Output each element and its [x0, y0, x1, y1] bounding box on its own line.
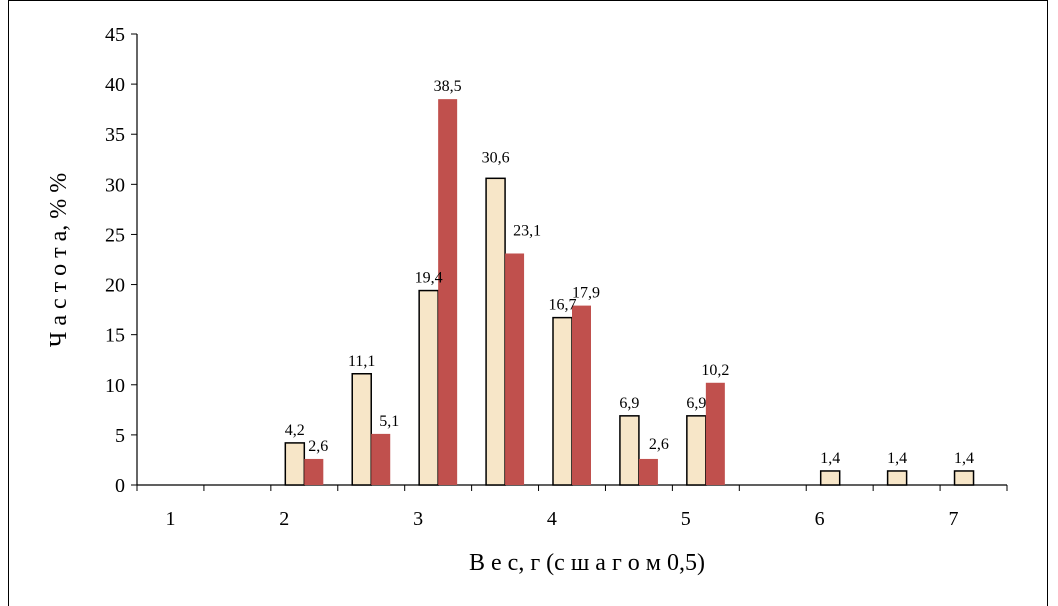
bar	[572, 305, 591, 485]
y-tick-label: 25	[105, 224, 125, 246]
y-tick-label: 15	[105, 325, 125, 347]
data-label: 19,4	[415, 270, 443, 287]
y-tick-label: 40	[105, 74, 125, 96]
y-tick-label: 45	[105, 24, 125, 46]
bar	[819, 470, 841, 486]
chart-frame	[8, 0, 1048, 606]
data-label: 30,6	[482, 149, 510, 166]
bar	[304, 458, 324, 485]
y-tick-label: 10	[105, 375, 125, 397]
bar	[351, 373, 372, 486]
bar	[418, 289, 439, 486]
y-tick-label: 30	[105, 174, 125, 196]
bar	[371, 433, 391, 485]
y-axis-label: Ч а с т о т а, % %	[46, 173, 72, 348]
bar	[686, 415, 707, 486]
bar	[705, 382, 725, 485]
data-label: 1,4	[887, 450, 907, 467]
y-tick-label: 20	[105, 275, 125, 297]
data-label: 1,4	[820, 450, 840, 467]
data-label: 11,1	[348, 353, 375, 370]
bar	[552, 316, 573, 486]
x-tick-label: 7	[948, 508, 958, 530]
x-tick-label: 3	[413, 508, 423, 530]
data-label: 16,7	[549, 297, 577, 314]
x-tick-label: 2	[279, 508, 289, 530]
data-label: 17,9	[572, 285, 600, 302]
data-label: 38,5	[434, 78, 462, 95]
data-label: 6,9	[686, 395, 706, 412]
bar	[619, 415, 640, 486]
bar	[438, 99, 458, 486]
y-tick-label: 35	[105, 124, 125, 146]
data-label: 2,6	[308, 438, 328, 455]
bar	[886, 470, 908, 486]
x-axis-label: В е с, г (с ш а г о м 0,5)	[469, 550, 705, 576]
data-label: 1,4	[954, 450, 974, 467]
bar	[505, 253, 525, 485]
x-tick-label: 6	[815, 508, 825, 530]
y-tick-label: 5	[115, 425, 125, 447]
bar	[485, 177, 506, 486]
x-tick-label: 4	[547, 508, 557, 530]
data-label: 4,2	[285, 422, 305, 439]
data-label: 6,9	[619, 395, 639, 412]
y-tick-label: 0	[115, 475, 125, 497]
x-tick-label: 5	[681, 508, 691, 530]
data-label: 10,2	[701, 362, 729, 379]
x-tick-label: 1	[165, 508, 175, 530]
bar	[284, 442, 306, 486]
bar	[638, 458, 658, 485]
data-label: 5,1	[379, 413, 399, 430]
data-label: 2,6	[649, 436, 669, 453]
bar	[953, 470, 975, 486]
data-label: 23,1	[513, 222, 541, 239]
